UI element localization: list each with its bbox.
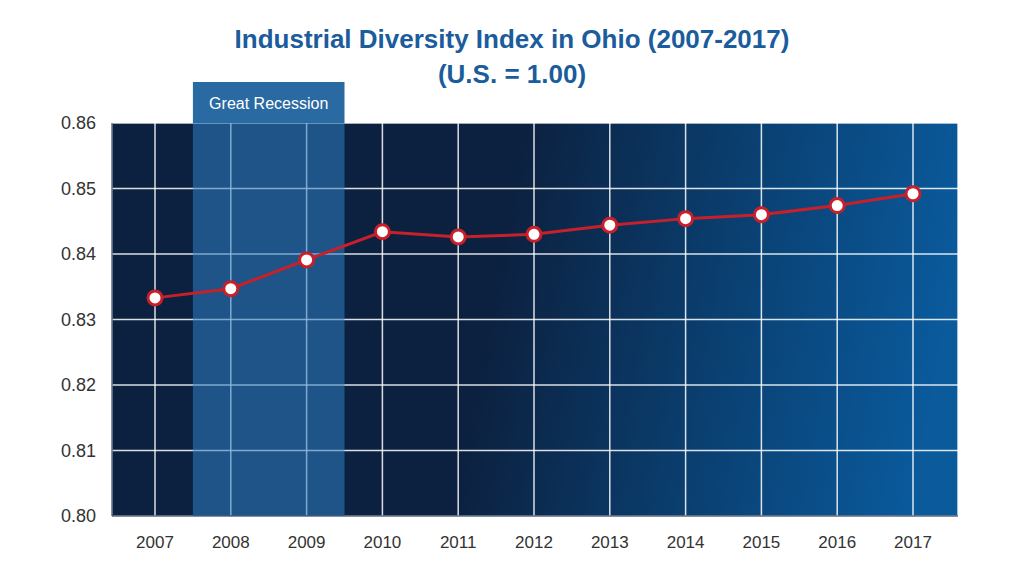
svg-text:0.83: 0.83 [61,310,96,330]
svg-text:0.85: 0.85 [61,179,96,199]
svg-text:2007: 2007 [136,533,174,552]
html-text:(U.S. = 1.00): (U.S. = 1.00) [437,59,587,89]
svg-text:2017: 2017 [894,533,932,552]
svg-text:2015: 2015 [742,533,780,552]
svg-text:2010: 2010 [363,533,401,552]
svg-text:2014: 2014 [667,533,705,552]
svg-text:2016: 2016 [818,533,856,552]
svg-text:2012: 2012 [515,533,553,552]
svg-text:0.84: 0.84 [61,244,96,264]
svg-text:0.82: 0.82 [61,375,96,395]
svg-text:2011: 2011 [440,533,477,552]
svg-text:2008: 2008 [212,533,250,552]
svg-text:0.81: 0.81 [61,441,96,461]
html-text:Industrial Diversity Index in: Industrial Diversity Index in Ohio (2007… [234,24,790,54]
svg-text:2009: 2009 [288,533,326,552]
svg-text:Great Recession: Great Recession [209,95,328,112]
svg-text:0.80: 0.80 [61,506,96,526]
svg-text:2013: 2013 [591,533,629,552]
svg-text:0.86: 0.86 [61,113,96,133]
